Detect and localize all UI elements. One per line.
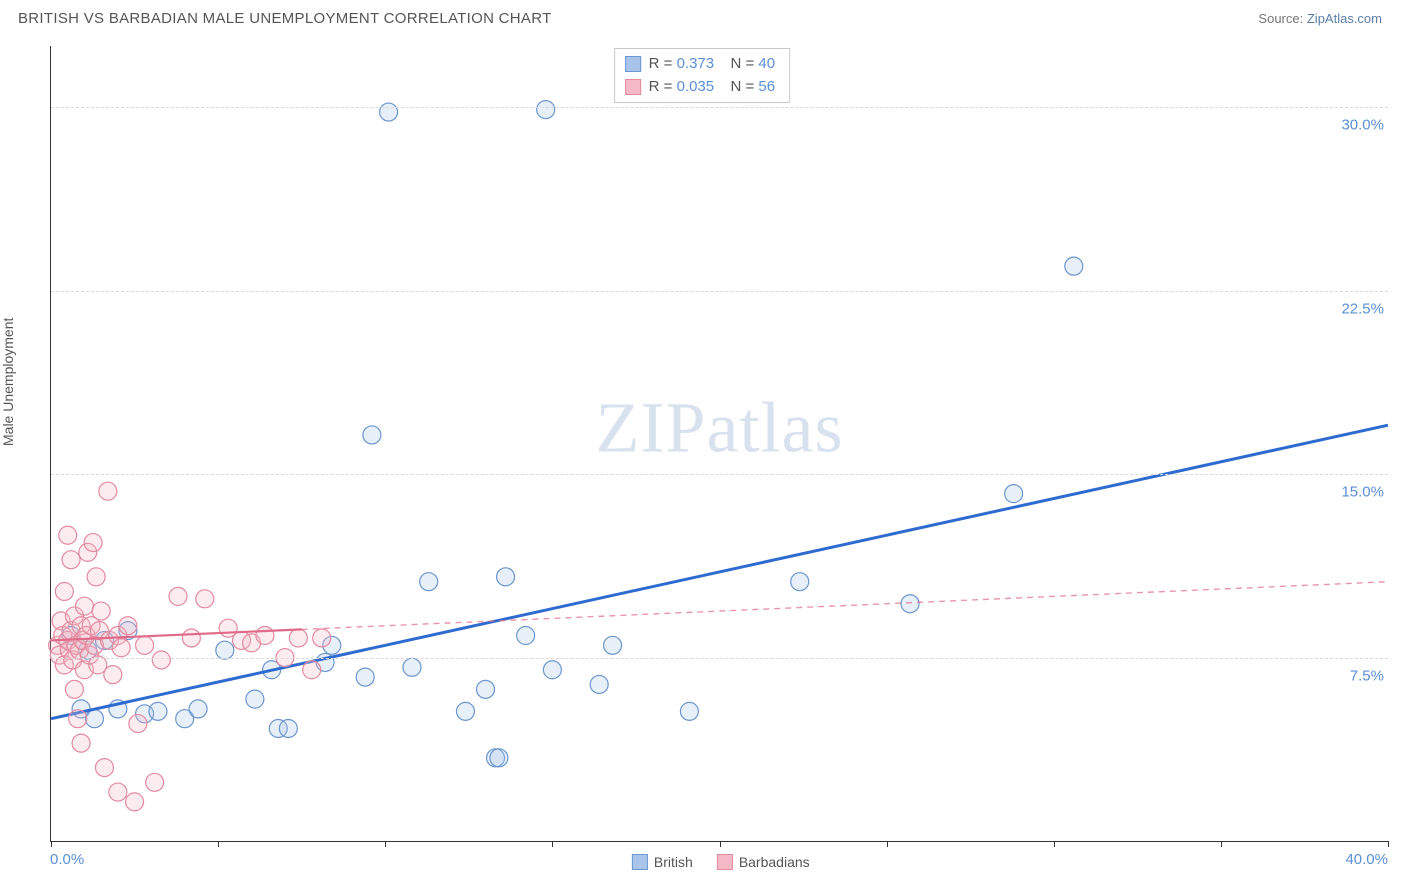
chart-title: BRITISH VS BARBADIAN MALE UNEMPLOYMENT C… [18, 10, 552, 27]
scatter-point [477, 680, 495, 698]
x-tick-mark [51, 841, 52, 847]
scatter-point [256, 627, 274, 645]
series-legend: British Barbadians [632, 854, 810, 870]
scatter-point [95, 759, 113, 777]
scatter-point [65, 680, 83, 698]
scatter-point [62, 551, 80, 569]
gridline [51, 658, 1388, 659]
series-legend-item: Barbadians [717, 854, 810, 870]
gridline [51, 474, 1388, 475]
trend-line-ext [302, 582, 1388, 630]
stat-r: R = 0.035 [649, 76, 714, 99]
x-tick-mark [552, 841, 553, 847]
legend-swatch [717, 854, 733, 870]
scatter-point [216, 641, 234, 659]
x-tick-mark [1054, 841, 1055, 847]
source-link[interactable]: ZipAtlas.com [1307, 11, 1382, 26]
scatter-point [55, 582, 73, 600]
scatter-point [92, 602, 110, 620]
scatter-point [1065, 257, 1083, 275]
scatter-point [380, 103, 398, 121]
series-legend-label: Barbadians [739, 854, 810, 870]
scatter-point [169, 587, 187, 605]
x-tick-max: 40.0% [1345, 851, 1388, 868]
scatter-point [313, 629, 331, 647]
legend-swatch [625, 79, 641, 95]
gridline [51, 107, 1388, 108]
scatter-point [72, 734, 90, 752]
scatter-point [112, 639, 130, 657]
scatter-point [75, 597, 93, 615]
y-tick-label: 22.5% [1341, 300, 1384, 317]
y-tick-label: 15.0% [1341, 484, 1384, 501]
scatter-point [403, 658, 421, 676]
trend-line-ext [352, 425, 1388, 652]
scatter-point [303, 661, 321, 679]
stat-r: R = 0.373 [649, 53, 714, 76]
scatter-point [69, 710, 87, 728]
scatter-point [136, 636, 154, 654]
series-legend-item: British [632, 854, 693, 870]
scatter-point [59, 526, 77, 544]
scatter-point [104, 666, 122, 684]
scatter-point [189, 700, 207, 718]
scatter-point [129, 715, 147, 733]
stat-legend-row: R = 0.035 N = 56 [625, 76, 775, 99]
scatter-point [497, 568, 515, 586]
scatter-point [152, 651, 170, 669]
y-tick-label: 7.5% [1350, 667, 1384, 684]
stat-legend-row: R = 0.373 N = 40 [625, 53, 775, 76]
scatter-point [901, 595, 919, 613]
scatter-point [420, 573, 438, 591]
scatter-point [517, 627, 535, 645]
scatter-point [146, 773, 164, 791]
scatter-point [87, 568, 105, 586]
x-tick-mark [887, 841, 888, 847]
scatter-point [604, 636, 622, 654]
x-tick-mark [1388, 841, 1389, 847]
scatter-point [1005, 485, 1023, 503]
scatter-point [490, 749, 508, 767]
legend-swatch [632, 854, 648, 870]
scatter-point [356, 668, 374, 686]
scatter-point [99, 482, 117, 500]
y-axis-label: Male Unemployment [0, 318, 16, 446]
scatter-point [680, 702, 698, 720]
scatter-point [279, 719, 297, 737]
scatter-point [182, 629, 200, 647]
stat-legend: R = 0.373 N = 40R = 0.035 N = 56 [614, 48, 790, 103]
x-tick-mark [1221, 841, 1222, 847]
legend-swatch [625, 56, 641, 72]
scatter-point [126, 793, 144, 811]
scatter-point [543, 661, 561, 679]
scatter-point [84, 534, 102, 552]
x-tick-mark [385, 841, 386, 847]
x-tick-mark [218, 841, 219, 847]
scatter-point [590, 675, 608, 693]
plot-area: ZIPatlas R = 0.373 N = 40R = 0.035 N = 5… [50, 46, 1388, 842]
y-tick-label: 30.0% [1341, 117, 1384, 134]
stat-n: N = 56 [722, 76, 775, 99]
scatter-point [456, 702, 474, 720]
x-tick-mark [720, 841, 721, 847]
gridline [51, 291, 1388, 292]
scatter-point [85, 710, 103, 728]
source-attribution: Source: ZipAtlas.com [1258, 11, 1382, 26]
series-legend-label: British [654, 854, 693, 870]
stat-n: N = 40 [722, 53, 775, 76]
scatter-point [196, 590, 214, 608]
x-tick-min: 0.0% [50, 851, 84, 868]
scatter-point [246, 690, 264, 708]
scatter-point [289, 629, 307, 647]
scatter-point [363, 426, 381, 444]
scatter-point [537, 101, 555, 119]
scatter-svg [51, 46, 1388, 841]
scatter-point [109, 783, 127, 801]
scatter-point [149, 702, 167, 720]
scatter-point [119, 617, 137, 635]
scatter-point [791, 573, 809, 591]
